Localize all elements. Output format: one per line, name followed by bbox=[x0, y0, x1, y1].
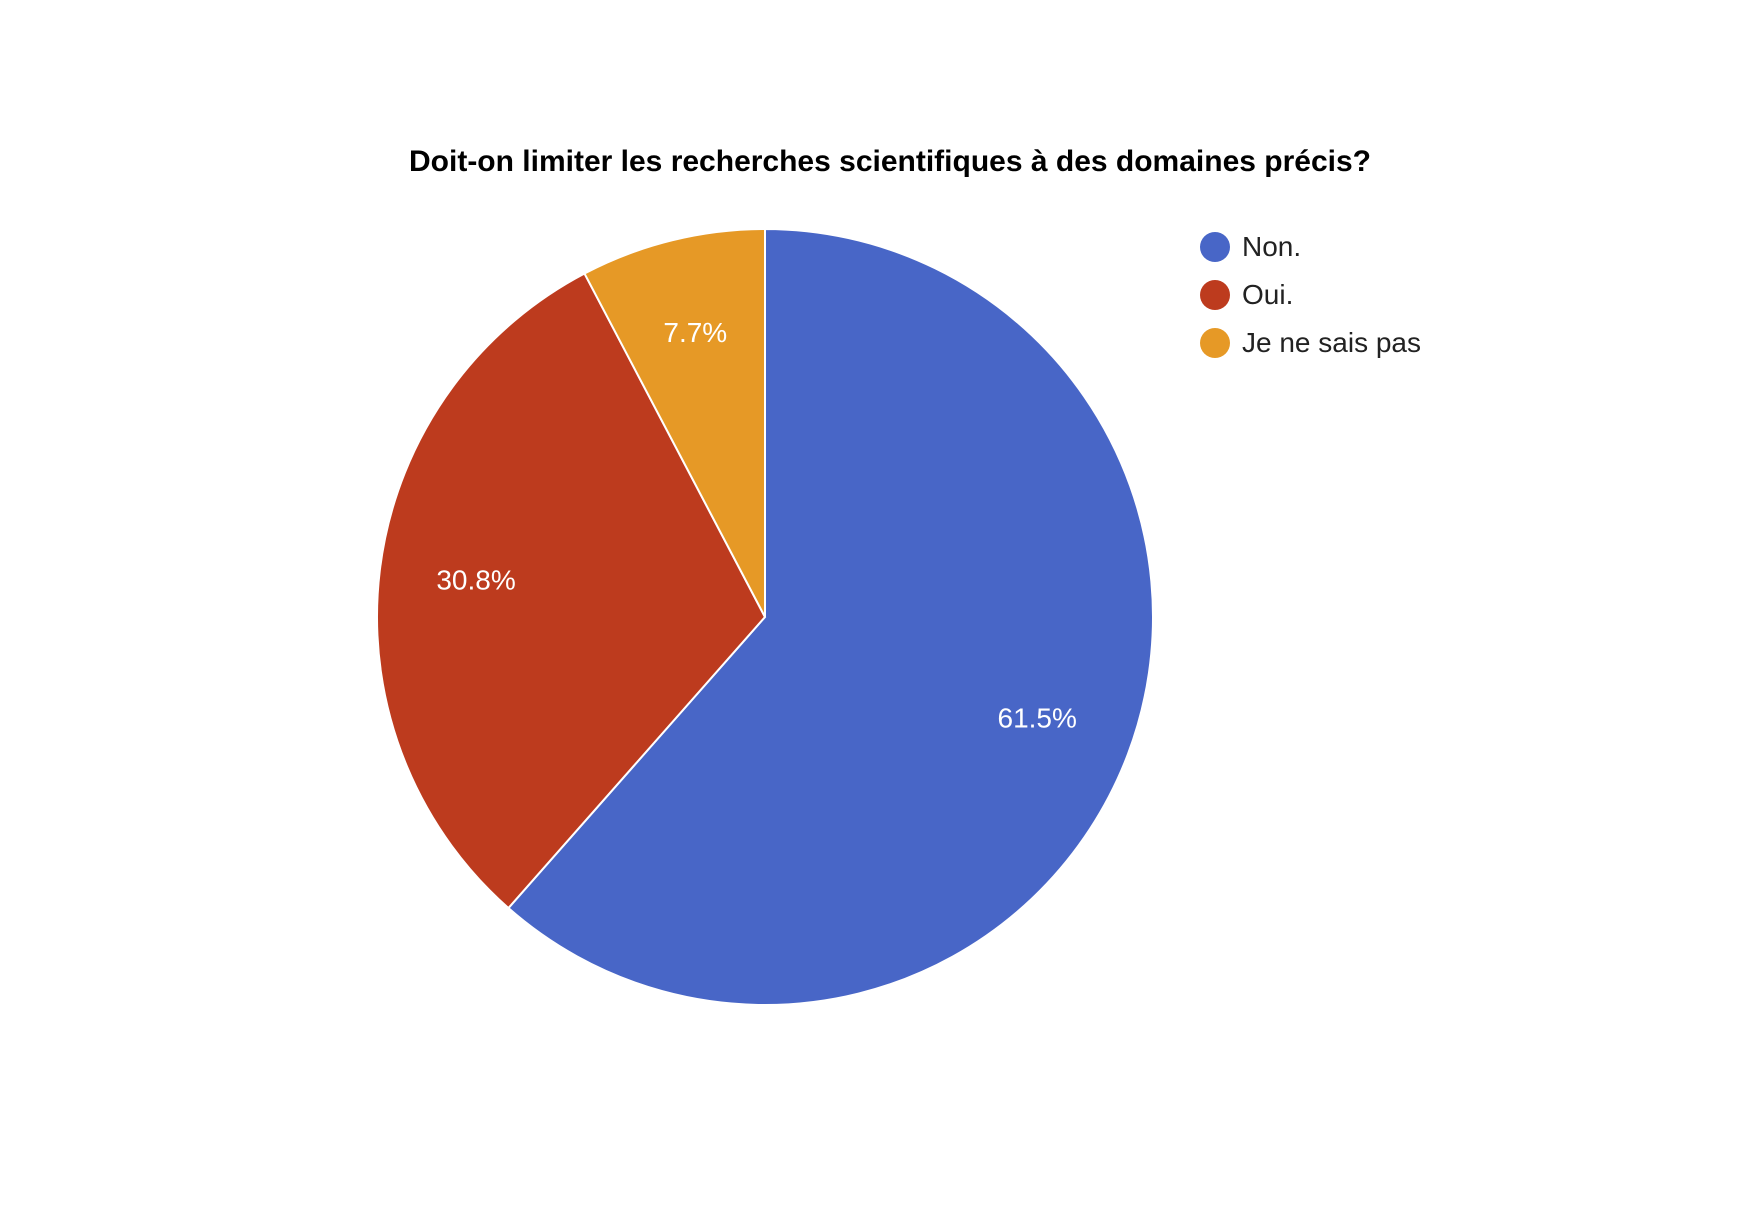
slice-label-oui: 30.8% bbox=[436, 565, 515, 596]
pie-slice-je-ne-sais-pas[interactable] bbox=[583, 227, 766, 618]
legend-swatch-oui bbox=[1200, 280, 1230, 310]
legend-item-non[interactable]: Non. bbox=[1200, 223, 1421, 271]
legend-swatch-je-ne-sais-pas bbox=[1200, 328, 1230, 358]
pie-slice-oui[interactable] bbox=[376, 272, 767, 910]
legend-label-oui: Oui. bbox=[1242, 279, 1294, 310]
legend-label-je-ne-sais-pas: Je ne sais pas bbox=[1242, 327, 1421, 358]
pie-slice-non[interactable] bbox=[506, 227, 1154, 1006]
legend: Non. Oui. Je ne sais pas bbox=[1200, 223, 1421, 367]
slice-label-non: 61.5% bbox=[998, 702, 1077, 733]
legend-swatch-non bbox=[1200, 232, 1230, 262]
chart-title: Doit-on limiter les recherches scientifi… bbox=[409, 145, 1371, 178]
legend-item-je-ne-sais-pas[interactable]: Je ne sais pas bbox=[1200, 319, 1421, 367]
slice-label-je-ne-sais-pas: 7.7% bbox=[663, 317, 727, 348]
legend-label-non: Non. bbox=[1242, 231, 1302, 262]
legend-item-oui[interactable]: Oui. bbox=[1200, 271, 1421, 319]
